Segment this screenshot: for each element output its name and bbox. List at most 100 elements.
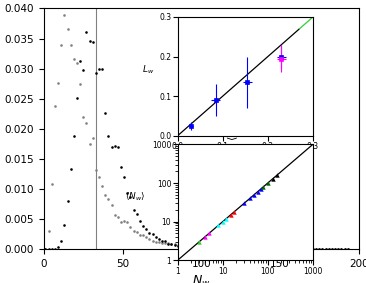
- Point: [265, 181, 271, 185]
- Point: [291, 246, 297, 251]
- Point: [178, 243, 184, 248]
- Point: [162, 241, 168, 246]
- Point: [298, 247, 303, 251]
- Point: [260, 247, 266, 251]
- Point: [335, 247, 341, 251]
- Point: [87, 39, 93, 43]
- Point: [282, 247, 288, 251]
- Point: [184, 245, 190, 249]
- Point: [105, 134, 111, 138]
- Point: [215, 223, 221, 228]
- Point: [285, 246, 291, 251]
- Point: [272, 247, 278, 251]
- Point: [197, 245, 203, 250]
- Point: [93, 168, 99, 172]
- Point: [96, 67, 102, 71]
- Point: [261, 185, 266, 189]
- Point: [320, 247, 325, 251]
- Point: [203, 245, 209, 250]
- Point: [58, 239, 64, 243]
- Point: [316, 247, 322, 251]
- Point: [288, 246, 294, 251]
- Point: [74, 61, 80, 66]
- Point: [90, 136, 96, 140]
- Point: [235, 246, 240, 251]
- Point: [175, 244, 180, 248]
- Point: [213, 246, 219, 250]
- Point: [159, 241, 165, 246]
- Point: [61, 223, 67, 227]
- Point: [294, 247, 300, 251]
- Point: [247, 246, 253, 251]
- Point: [260, 246, 266, 251]
- Point: [223, 216, 229, 221]
- Point: [146, 237, 152, 242]
- Point: [124, 220, 130, 224]
- Point: [304, 247, 310, 251]
- Point: [137, 219, 143, 223]
- Point: [206, 231, 212, 235]
- Point: [55, 81, 61, 85]
- Point: [310, 247, 316, 251]
- Point: [115, 144, 121, 149]
- Point: [339, 247, 344, 251]
- Point: [175, 243, 180, 247]
- Point: [99, 66, 105, 71]
- Point: [241, 246, 247, 251]
- Point: [181, 244, 187, 248]
- Point: [231, 209, 237, 214]
- Point: [109, 203, 115, 207]
- Point: [266, 246, 272, 251]
- Point: [313, 247, 319, 251]
- Point: [258, 187, 264, 191]
- Point: [345, 247, 351, 251]
- Point: [77, 59, 83, 63]
- Point: [257, 246, 262, 251]
- Point: [156, 240, 162, 244]
- Point: [279, 246, 284, 251]
- Point: [335, 247, 341, 251]
- Point: [52, 246, 58, 251]
- Point: [52, 104, 58, 109]
- Point: [194, 246, 199, 250]
- Point: [241, 247, 247, 251]
- Point: [42, 247, 48, 251]
- Point: [219, 246, 225, 250]
- Point: [134, 230, 140, 234]
- X-axis label: $N_w$: $N_w$: [192, 274, 210, 283]
- Point: [209, 246, 215, 251]
- Point: [255, 189, 261, 194]
- Point: [153, 235, 158, 239]
- Point: [244, 246, 250, 251]
- Point: [87, 142, 93, 146]
- Point: [247, 247, 253, 251]
- Point: [121, 219, 127, 223]
- Point: [323, 247, 329, 251]
- Point: [247, 196, 253, 201]
- Point: [61, 12, 67, 17]
- Point: [298, 247, 303, 251]
- Point: [77, 82, 83, 87]
- Point: [269, 247, 275, 251]
- X-axis label: $\Lambda_F/2$: $\Lambda_F/2$: [235, 157, 255, 169]
- Point: [222, 246, 228, 251]
- Point: [190, 245, 196, 249]
- Point: [225, 246, 231, 251]
- Point: [307, 247, 313, 251]
- Point: [83, 30, 89, 34]
- Point: [187, 245, 193, 250]
- Point: [219, 246, 225, 251]
- Point: [241, 201, 247, 205]
- Y-axis label: $L_w$: $L_w$: [142, 64, 154, 76]
- Point: [270, 176, 276, 181]
- Point: [200, 246, 206, 250]
- Point: [323, 247, 329, 251]
- Y-axis label: $\langle N_w \rangle$: $\langle N_w \rangle$: [125, 190, 145, 202]
- Point: [194, 245, 199, 249]
- Point: [187, 245, 193, 249]
- Point: [301, 247, 307, 251]
- Point: [190, 245, 196, 250]
- Point: [228, 246, 234, 251]
- Point: [285, 247, 291, 251]
- Point: [294, 246, 300, 251]
